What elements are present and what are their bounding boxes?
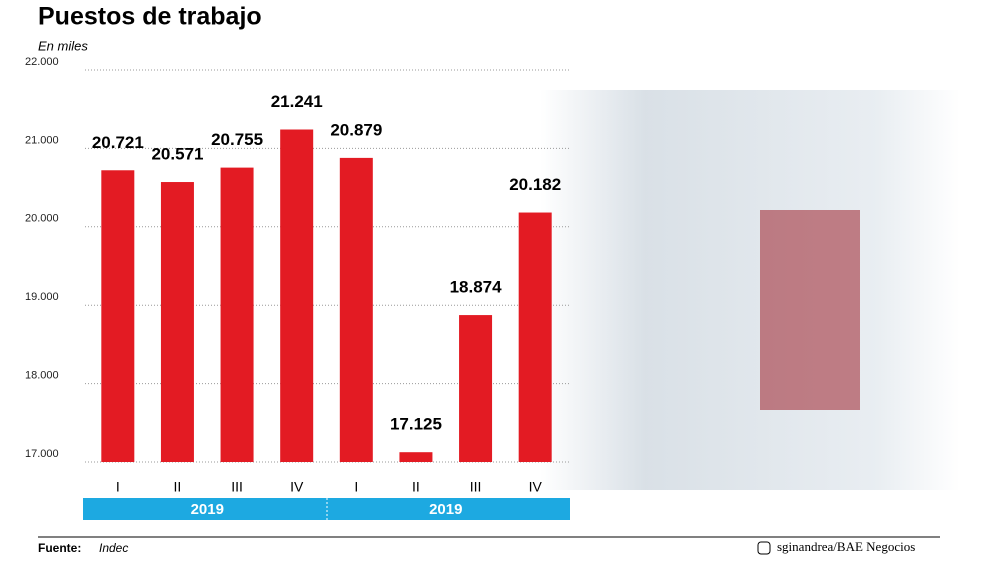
- x-tick-label: IV: [290, 479, 304, 495]
- x-tick-label: I: [354, 479, 358, 495]
- bar: [459, 315, 493, 462]
- x-tick-label: III: [231, 479, 243, 495]
- y-tick-label: 18.000: [25, 370, 59, 382]
- year-band: [83, 498, 570, 520]
- value-label: 21.241: [271, 92, 323, 111]
- y-tick-label: 17.000: [25, 448, 59, 460]
- x-tick-label: IV: [529, 479, 543, 495]
- chart-title: Puestos de trabajo: [38, 3, 262, 31]
- bar: [101, 170, 135, 462]
- bar: [280, 129, 314, 462]
- subtitle: En miles: [38, 38, 88, 53]
- year-label: 2019: [429, 501, 462, 518]
- value-label: 20.721: [92, 133, 144, 152]
- x-tick-label: II: [174, 479, 182, 495]
- bar: [339, 157, 373, 462]
- source-label: Fuente:: [38, 541, 81, 555]
- bar: [399, 452, 433, 462]
- y-tick-label: 20.000: [25, 213, 59, 225]
- bar: [518, 212, 552, 462]
- source: Indec: [99, 541, 128, 555]
- value-label: 20.755: [211, 130, 263, 149]
- y-tick-label: 21.000: [25, 134, 59, 146]
- x-tick-label: I: [116, 479, 120, 495]
- y-tick-label: 19.000: [25, 291, 59, 303]
- background-photo: [540, 90, 960, 490]
- x-tick-label: II: [412, 479, 420, 495]
- photo-figure: [760, 210, 860, 410]
- instagram-icon: [757, 541, 771, 555]
- bar: [160, 182, 194, 462]
- value-label: 20.571: [151, 145, 203, 164]
- credit: sginandrea/BAE Negocios: [777, 539, 915, 554]
- value-label: 18.874: [450, 278, 503, 297]
- value-label: 17.125: [390, 415, 442, 434]
- y-tick-label: 22.000: [25, 56, 59, 68]
- value-label: 20.182: [509, 175, 561, 194]
- year-label: 2019: [191, 501, 224, 518]
- value-label: 20.879: [330, 120, 382, 139]
- x-tick-label: III: [470, 479, 482, 495]
- bar: [220, 167, 254, 462]
